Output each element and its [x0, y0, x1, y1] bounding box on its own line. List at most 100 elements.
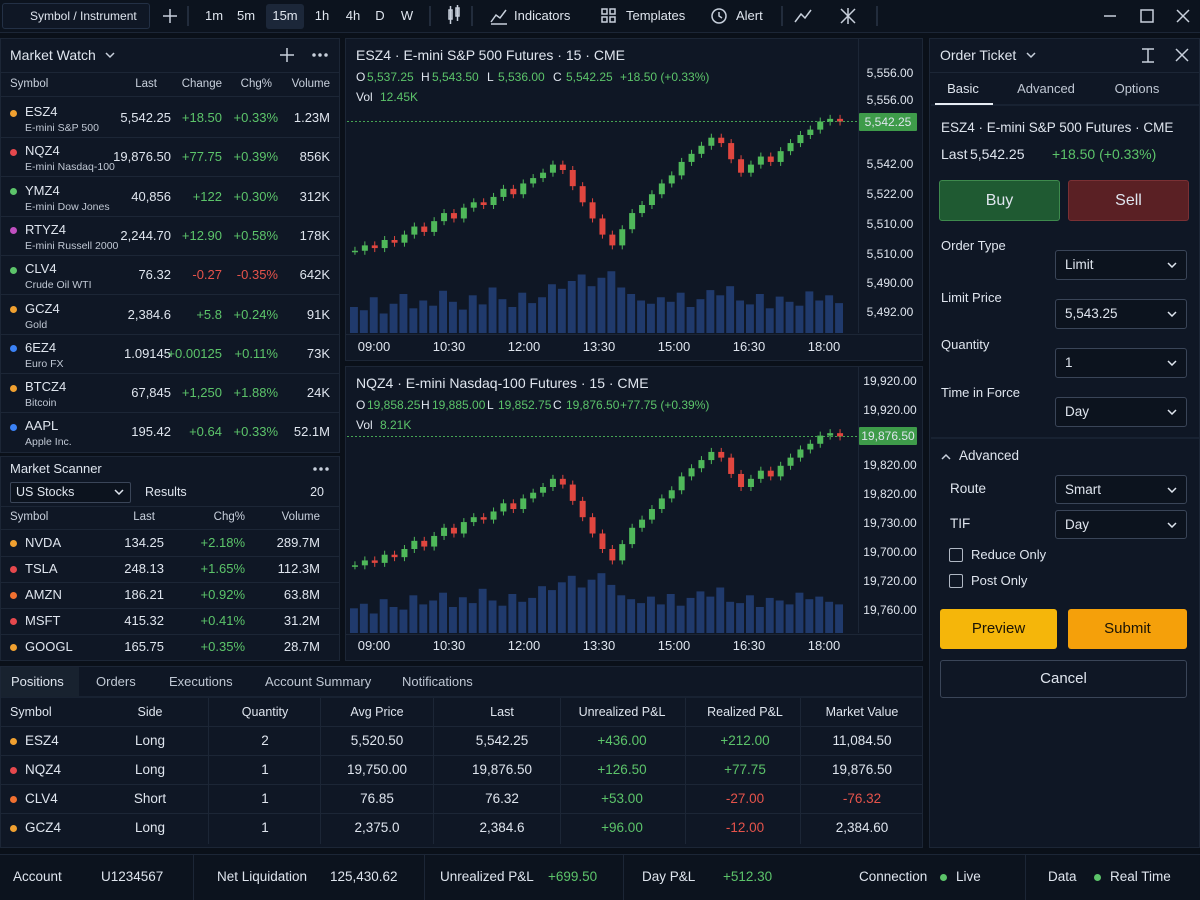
chevron-line	[1167, 360, 1177, 366]
tab[interactable]: Executions	[169, 674, 233, 689]
last-price-tag-text: 5,542.25	[864, 114, 912, 129]
select[interactable]	[1055, 250, 1187, 280]
cell: 19,750.00	[346, 762, 408, 777]
buy-label: Buy	[985, 192, 1014, 209]
last-price: 40,856	[131, 188, 171, 204]
buy-button[interactable]	[939, 180, 1060, 221]
toolbar-button[interactable]: Templates	[626, 8, 686, 23]
change: +18.50 (+0.33%)	[1052, 146, 1157, 162]
change-pct: +0.92%	[200, 587, 245, 602]
submit-label: Submit	[1104, 620, 1151, 637]
status-value: Live	[956, 869, 981, 884]
change-pct: +1.65%	[200, 561, 245, 576]
timeframe[interactable]: D	[375, 8, 385, 23]
last-price: 19,876.50	[113, 149, 171, 165]
timeframe[interactable]: 15m	[272, 8, 298, 23]
symbol: GCZ4	[25, 820, 62, 835]
tab[interactable]: Account Summary	[265, 674, 372, 689]
select[interactable]	[1055, 348, 1187, 378]
symbol-search[interactable]	[2, 3, 150, 29]
status-dot	[9, 617, 17, 625]
cell: 5,542.25	[475, 733, 529, 748]
symbol: BTCZ4	[25, 379, 67, 395]
status-label: Net Liquidation	[217, 869, 308, 884]
checkbox[interactable]	[949, 548, 963, 562]
symbol-name: Bitcoin	[25, 397, 57, 410]
timeframe[interactable]: W	[400, 8, 414, 23]
divider	[1, 582, 339, 583]
timeframe[interactable]: 1h	[314, 8, 330, 23]
chevron-line	[1167, 262, 1177, 268]
divider	[346, 634, 922, 635]
scanner-filter[interactable]	[10, 482, 131, 503]
select[interactable]	[1055, 397, 1187, 427]
timeframe[interactable]: 5m	[236, 8, 256, 23]
divider	[346, 334, 922, 335]
divider	[1, 634, 339, 635]
volume: 31.2M	[283, 613, 320, 628]
status-dot	[9, 345, 17, 353]
ohlc-value: 19,876.50	[566, 398, 620, 412]
time-axis-label: 18:00	[807, 339, 841, 354]
status-value: +512.30	[723, 869, 773, 884]
chevron	[1167, 311, 1177, 317]
timeframe[interactable]: 1m	[204, 8, 224, 23]
checkbox-label: Post Only	[971, 573, 1028, 588]
change-pct: -0.35%	[236, 267, 278, 283]
column-header: Symbol	[10, 511, 49, 523]
cancel-button[interactable]	[940, 660, 1187, 698]
sell-button[interactable]	[1068, 180, 1189, 221]
time-axis-label: 15:00	[657, 339, 691, 354]
select[interactable]	[1055, 299, 1187, 329]
market-watch-panel	[0, 38, 340, 453]
column-header: Avg Price	[350, 705, 404, 719]
cell: Long	[134, 762, 166, 777]
column-header: Chg%	[213, 511, 245, 523]
field-label: Quantity	[941, 337, 990, 352]
timeframe[interactable]: 4h	[345, 8, 361, 23]
symbol-name: Euro FX	[25, 357, 64, 370]
chart-title: NQZ4 · E-mini Nasdaq-100 Futures · 15 · …	[356, 375, 649, 391]
volume: 24K	[306, 385, 330, 401]
checkbox[interactable]	[949, 574, 963, 588]
cell: +96.00	[601, 820, 643, 835]
tab[interactable]: Advanced	[1017, 81, 1075, 96]
cell: 2,384.60	[835, 820, 889, 835]
time-axis-label: 12:00	[507, 638, 541, 653]
ohlc-value: 5,542.25	[566, 70, 613, 84]
tab[interactable]: Positions	[11, 674, 64, 689]
tab[interactable]: Orders	[96, 674, 136, 689]
symbol: NQZ4	[25, 762, 62, 777]
status-label: Day P&L	[642, 869, 696, 884]
chevron	[1167, 486, 1177, 493]
toolbar	[0, 0, 1200, 33]
ohlc-label: C	[553, 398, 562, 412]
price-axis-label: 5,556.00	[866, 66, 914, 80]
ohlc-label: C	[553, 70, 562, 84]
tab[interactable]: Options	[1114, 81, 1160, 96]
tab[interactable]: Basic	[947, 81, 979, 96]
toolbar-button[interactable]: Alert	[736, 8, 763, 23]
price-axis-label: 19,920.00	[863, 403, 917, 417]
select[interactable]	[1055, 475, 1187, 504]
results-count: 20	[310, 485, 324, 499]
select[interactable]	[1055, 510, 1187, 539]
symbol: ESZ4	[25, 733, 59, 748]
price-axis-label: 19,700.00	[863, 545, 917, 559]
time-axis-label: 13:30	[582, 339, 616, 354]
symbol: ESZ4	[25, 104, 58, 119]
column-header: Last	[490, 705, 514, 719]
tab-active	[1, 667, 79, 697]
time-axis-label: 16:30	[732, 339, 766, 354]
tab[interactable]: Notifications	[402, 674, 473, 689]
select-value: Day	[1065, 516, 1090, 532]
toolbar-button[interactable]: Indicators	[514, 8, 571, 23]
cell: Short	[133, 791, 167, 806]
preview-button[interactable]	[940, 609, 1057, 649]
section-title: Advanced	[959, 448, 1020, 463]
last-price-tag-text: 19,876.50	[861, 429, 915, 444]
cell: Long	[134, 820, 166, 835]
submit-button[interactable]	[1068, 609, 1187, 649]
last-price: 67,845	[131, 385, 171, 401]
field-label: Time in Force	[941, 385, 1020, 400]
